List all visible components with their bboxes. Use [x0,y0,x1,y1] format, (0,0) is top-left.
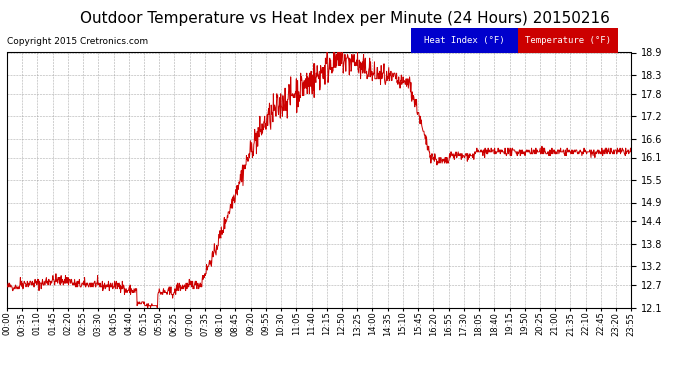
Text: Outdoor Temperature vs Heat Index per Minute (24 Hours) 20150216: Outdoor Temperature vs Heat Index per Mi… [80,11,610,26]
Text: Temperature (°F): Temperature (°F) [524,36,611,45]
Text: Copyright 2015 Cretronics.com: Copyright 2015 Cretronics.com [7,38,148,46]
Text: Heat Index (°F): Heat Index (°F) [424,36,504,45]
